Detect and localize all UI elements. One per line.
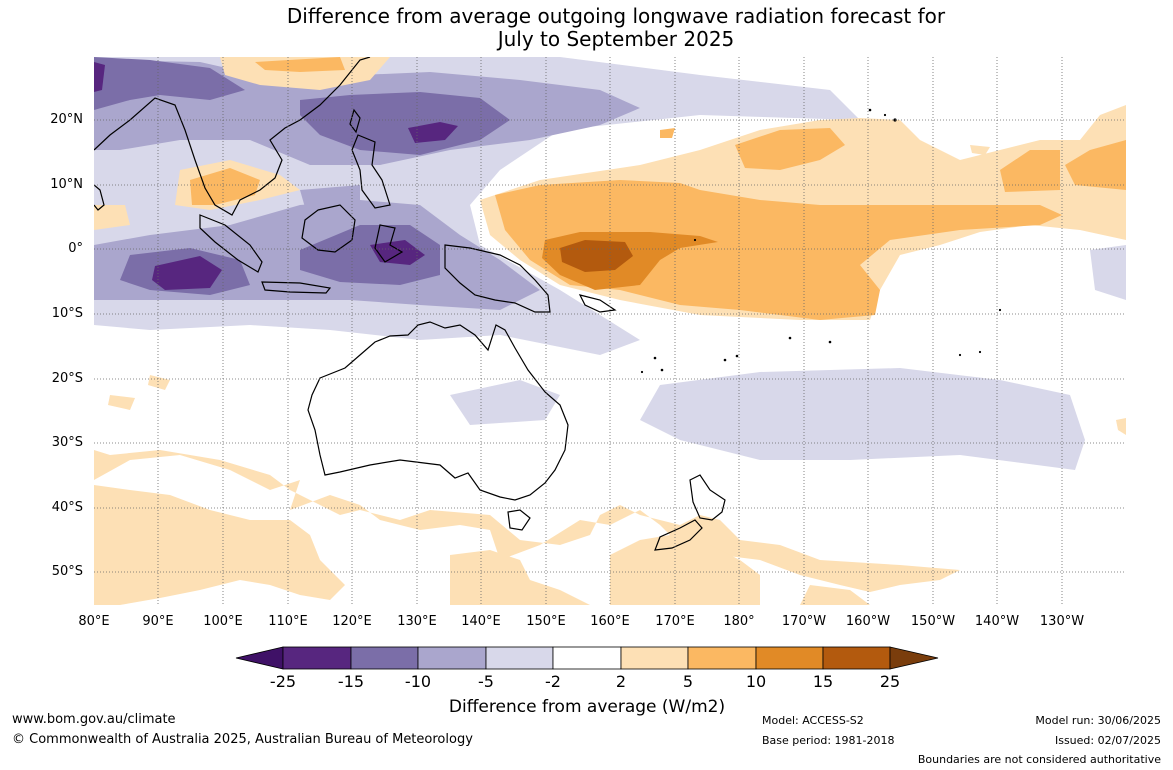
lon-label-180: 180° [723,614,755,629]
footer-model: Model: ACCESS-S2 [762,714,864,727]
colorbar-tick-label: 25 [879,672,901,691]
footer-model-run: Model run: 30/06/2025 [1035,714,1161,727]
lon-label-80e: 80°E [78,614,110,629]
colorbar-tick-label: 5 [682,672,694,691]
footer-disclaimer: Boundaries are not considered authoritat… [917,753,1161,766]
lon-label-150w: 150°W [910,614,956,629]
lon-label-140w: 140°W [974,614,1020,629]
lon-label-170w: 170°W [781,614,827,629]
australia-coastline [307,321,569,501]
lat-label-10n: 10°N [50,177,83,192]
lon-label-130e: 130°E [397,614,437,629]
lon-label-90e: 90°E [142,614,174,629]
lon-label-170e: 170°E [655,614,695,629]
map-title-line2: July to September 2025 [497,27,735,51]
lon-label-110e: 110°E [268,614,308,629]
taiwan-coastline [349,108,361,134]
lat-label-30s: 30°S [51,435,83,450]
colorbar-high-extend [889,646,939,670]
map-title-line1: Difference from average outgoing longwav… [286,4,946,28]
new-guinea-coastline [444,244,551,313]
tasmania-coastline [507,509,531,531]
sri-lanka-coastline [94,184,105,211]
colorbar-tick-label: 15 [812,672,834,691]
new-zealand-south-coastline [654,519,703,551]
colorbar [235,646,939,670]
lat-label-20s: 20°S [51,371,83,386]
colorbar-tick-label: -2 [545,672,561,691]
footer-issued: Issued: 02/07/2025 [1054,734,1161,747]
colorbar-tick-label: -5 [478,672,494,691]
graticule [94,57,1126,605]
lat-label-20n: 20°N [50,112,83,127]
colorbar-tick-label: -25 [269,672,297,691]
lon-label-120e: 120°E [332,614,372,629]
sumatra-coastline [199,214,263,273]
lon-label-160w: 160°W [845,614,891,629]
anomaly-very-strong-negative [94,62,458,290]
java-coastline [261,281,332,294]
colorbar-tick-label: 2 [615,672,627,691]
lat-label-10s: 10°S [51,306,83,321]
lon-label-150e: 150°E [526,614,566,629]
footer-copyright: © Commonwealth of Australia 2025, Austra… [12,732,473,747]
colorbar-tick-label: -10 [404,672,432,691]
sulawesi-coastline [374,224,404,263]
lon-label-130w: 130°W [1039,614,1085,629]
lat-label-0: 0° [68,241,83,256]
anomaly-strong-negative [94,57,510,295]
colorbar-title: Difference from average (W/m2) [448,697,726,717]
new-zealand-north-coastline [689,474,726,521]
lat-label-50s: 50°S [51,564,83,579]
lon-label-160e: 160°E [590,614,630,629]
footer-base-period: Base period: 1981-2018 [762,734,895,747]
mainland-asia-coastline [94,57,371,216]
colorbar-tick-label: -15 [337,672,365,691]
footer-url: www.bom.gov.au/climate [12,712,176,727]
lon-label-140e: 140°E [461,614,501,629]
borneo-coastline [301,204,356,253]
solomon-islands-coastline [578,294,617,313]
philippines-coastline [351,134,391,209]
lon-label-100e: 100°E [203,614,243,629]
coastlines [94,57,726,551]
colorbar-low-extend [235,646,284,670]
colorbar-tick-label: 10 [745,672,767,691]
anomaly-very-strong-positive [560,240,633,272]
lat-label-40s: 40°S [51,500,83,515]
